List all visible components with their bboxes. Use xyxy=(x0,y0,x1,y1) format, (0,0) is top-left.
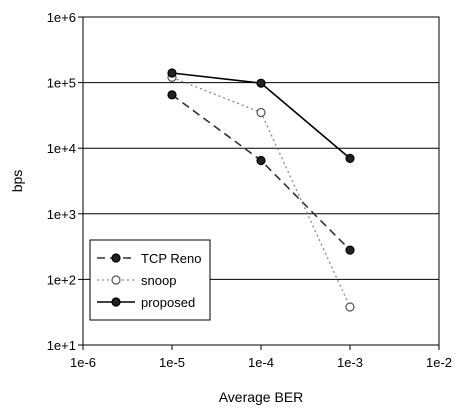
legend-marker-snoop xyxy=(111,275,121,285)
x-tick-label: 1e-5 xyxy=(159,355,185,370)
y-tick-label: 1e+1 xyxy=(47,338,76,353)
x-tick-label: 1e-2 xyxy=(426,355,452,370)
y-tick-label: 1e+2 xyxy=(47,272,76,287)
y-tick-labels: 1e+1 1e+2 1e+3 1e+4 1e+5 1e+6 xyxy=(47,10,76,353)
x-tick-label: 1e-4 xyxy=(248,355,274,370)
legend: TCP Reno snoop proposed xyxy=(89,239,211,321)
x-axis-title: Average BER xyxy=(219,389,304,405)
y-tick-label: 1e+3 xyxy=(47,207,76,222)
data-point-proposed xyxy=(256,78,266,88)
y-tick-label: 1e+6 xyxy=(47,10,76,25)
legend-marker-proposed xyxy=(111,297,121,307)
x-tick-label: 1e-3 xyxy=(337,355,363,370)
data-point-proposed xyxy=(167,68,177,78)
data-point-tcp-reno xyxy=(256,155,266,166)
y-tick-label: 1e+4 xyxy=(47,141,76,156)
legend-label-snoop: snoop xyxy=(141,273,176,288)
legend-label-proposed: proposed xyxy=(141,295,195,310)
series-group xyxy=(167,68,355,312)
data-point-tcp-reno xyxy=(345,245,355,255)
y-axis-title: bps xyxy=(9,170,25,193)
legend-label-tcp-reno: TCP Reno xyxy=(141,251,201,266)
x-tick-labels: 1e-6 1e-5 1e-4 1e-3 1e-2 xyxy=(70,355,452,370)
legend-box xyxy=(89,239,211,321)
data-point-proposed xyxy=(345,153,355,163)
data-point-snoop xyxy=(345,302,355,312)
axis-ticks xyxy=(78,16,440,350)
data-point-snoop xyxy=(256,107,266,118)
legend-marker-tcp-reno xyxy=(111,253,121,263)
data-point-tcp-reno xyxy=(167,90,177,100)
x-tick-label: 1e-6 xyxy=(70,355,96,370)
y-tick-label: 1e+5 xyxy=(47,76,76,91)
